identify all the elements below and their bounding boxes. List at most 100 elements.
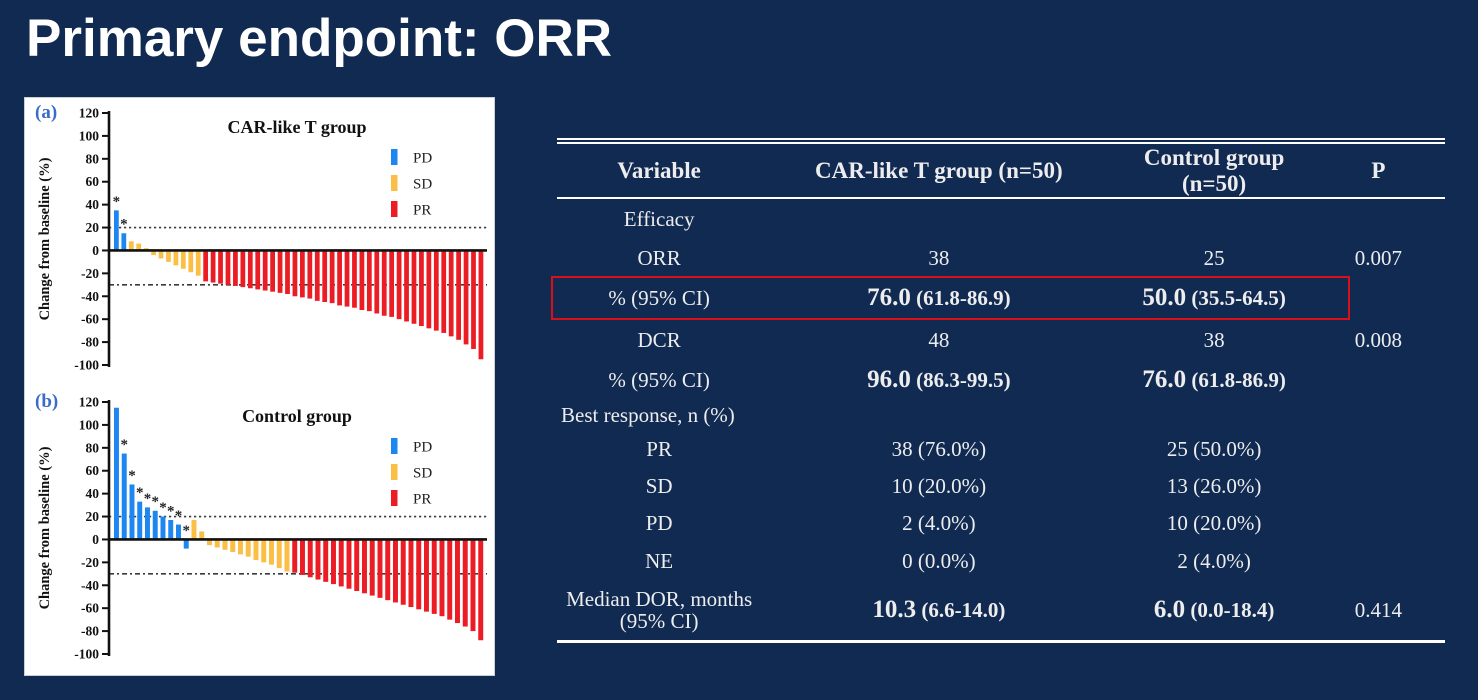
svg-text:80: 80 <box>86 151 100 166</box>
svg-text:*: * <box>151 494 159 510</box>
svg-text:PD: PD <box>413 151 432 167</box>
panel-label-a: (a) <box>35 102 58 123</box>
control-group-value: 10 (20.0%) <box>1166 511 1262 536</box>
waterfall-chart-car-like-t: (a) 120 100 80 60 40 20 0 -20 -40 -60 -80 -100 Chang… <box>25 99 495 387</box>
svg-text:-80: -80 <box>81 624 99 639</box>
svg-text:60: 60 <box>86 174 100 189</box>
waterfall-chart-control: (b) 120 100 80 60 40 20 0 -20 -40 -60 -80 -100 Chang… <box>25 388 495 676</box>
p-value: 0.007 <box>1354 245 1402 270</box>
svg-text:-100: -100 <box>74 647 99 662</box>
y-axis: 120 100 80 60 40 20 0 -20 -40 -60 -80 -100 <box>74 106 111 373</box>
row-label: % (95% CI) <box>608 367 710 392</box>
row-label: SD <box>645 474 673 499</box>
chart-title: CAR-like T group <box>227 117 366 137</box>
row-label: Efficacy <box>623 206 695 231</box>
svg-text:*: * <box>136 485 144 501</box>
waterfall-svg-b: 120 100 80 60 40 20 0 -20 -40 -60 -80 -100 Change fr… <box>37 395 487 662</box>
svg-text:-100: -100 <box>74 358 99 373</box>
y-axis-label: Change from baseline (%) <box>37 446 53 609</box>
table-row: % (95% CI) 76.0 (61.8-86.9) 50.0 (35.5-64.… <box>551 276 1445 320</box>
table-bottom-rule <box>557 640 1445 643</box>
table-row: DCR 48 38 0.008 <box>557 319 1445 361</box>
bars <box>114 407 484 641</box>
control-group-value: 25 (50.0%) <box>1166 437 1262 462</box>
table-row: PR 38 (76.0%) 25 (50.0%) <box>557 431 1445 468</box>
chart-title: Control group <box>242 406 352 426</box>
svg-text:-60: -60 <box>81 601 99 616</box>
reference-lines <box>109 515 487 575</box>
svg-text:-40: -40 <box>81 289 99 304</box>
control-group-value: 2 (4.0%) <box>1177 548 1251 573</box>
table-row: SD 10 (20.0%) 13 (26.0%) <box>557 468 1445 505</box>
p-value: 0.414 <box>1354 597 1402 622</box>
svg-text:100: 100 <box>79 417 100 432</box>
table-row: % (95% CI) 96.0 (86.3-99.5) 76.0 (61.8-86.… <box>557 361 1445 399</box>
table-header-rule <box>557 197 1445 199</box>
col-header-variable: Variable <box>617 157 701 183</box>
legend: PD SD PR <box>391 149 432 219</box>
svg-text:20: 20 <box>86 509 100 524</box>
asterisk-markers: ** <box>113 194 128 233</box>
col-header-p: P <box>1371 157 1386 183</box>
svg-text:120: 120 <box>79 106 100 121</box>
svg-text:PR: PR <box>413 203 431 219</box>
car-group-value: 48 <box>928 327 950 352</box>
row-label: Best response, n (%) <box>561 402 735 427</box>
y-axis: 120 100 80 60 40 20 0 -20 -40 -60 -80 -100 <box>74 395 111 662</box>
results-table: Variable CAR-like T group (n=50) Control… <box>551 138 1445 643</box>
svg-text:-60: -60 <box>81 312 99 327</box>
car-group-value: 76.0 (61.8-86.9) <box>867 283 1011 311</box>
table-body: Efficacy ORR 38 25 0.007 % (95% CI) 76.0 (61.8… <box>551 199 1445 640</box>
table-row: NE 0 (0.0%) 2 (4.0%) <box>557 542 1445 580</box>
car-group-value: 2 (4.0%) <box>902 511 976 536</box>
svg-text:40: 40 <box>86 197 100 212</box>
svg-text:*: * <box>167 503 175 519</box>
row-label: PR <box>646 437 672 462</box>
svg-text:SD: SD <box>413 177 432 193</box>
y-axis-label: Change from baseline (%) <box>37 157 53 320</box>
row-label: % (95% CI) <box>608 285 710 310</box>
car-group-value: 10.3 (6.6-14.0) <box>872 595 1006 623</box>
asterisk-markers: *** * * * * ** <box>120 437 189 539</box>
svg-text:120: 120 <box>79 395 100 410</box>
control-group-value: 13 (26.0%) <box>1166 474 1262 499</box>
svg-text:*: * <box>182 523 190 539</box>
car-group-value: 38 <box>928 245 950 270</box>
reference-lines <box>109 226 487 286</box>
svg-text:60: 60 <box>86 463 100 478</box>
table-row: Median DOR, months (95% CI) 10.3 (6.6-14.0… <box>557 580 1445 640</box>
svg-text:SD: SD <box>413 466 432 482</box>
control-group-value: 76.0 (61.8-86.9) <box>1142 365 1286 393</box>
table-top-double-rule <box>557 138 1445 144</box>
page-title: Primary endpoint: ORR <box>26 9 613 68</box>
car-group-value: 0 (0.0%) <box>902 548 976 573</box>
row-label: Median DOR, months (95% CI) <box>566 586 753 633</box>
control-group-value: 38 <box>1203 327 1225 352</box>
svg-text:-20: -20 <box>81 266 99 281</box>
svg-text:-40: -40 <box>81 578 99 593</box>
svg-text:*: * <box>113 194 121 210</box>
row-label: DCR <box>637 327 681 352</box>
legend: PD SD PR <box>391 438 432 508</box>
svg-text:20: 20 <box>86 220 100 235</box>
col-header-control: Control group (n=50) <box>1143 144 1285 196</box>
svg-text:0: 0 <box>92 532 99 547</box>
svg-text:*: * <box>128 468 136 484</box>
svg-text:*: * <box>159 500 167 516</box>
control-group-value: 25 <box>1203 245 1225 270</box>
svg-text:40: 40 <box>86 486 100 501</box>
control-group-value: 50.0 (35.5-64.5) <box>1142 283 1286 311</box>
row-label: PD <box>645 511 673 536</box>
bars <box>114 210 484 360</box>
svg-text:*: * <box>144 491 152 507</box>
svg-text:-80: -80 <box>81 335 99 350</box>
car-group-value: 10 (20.0%) <box>891 474 987 499</box>
row-label: ORR <box>637 245 681 270</box>
table-row: ORR 38 25 0.007 <box>557 239 1445 277</box>
svg-text:*: * <box>120 217 128 233</box>
p-value: 0.008 <box>1354 327 1402 352</box>
car-group-value: 96.0 (86.3-99.5) <box>867 365 1011 393</box>
control-group-value: 6.0 (0.0-18.4) <box>1153 595 1275 623</box>
car-group-value: 38 (76.0%) <box>891 437 987 462</box>
